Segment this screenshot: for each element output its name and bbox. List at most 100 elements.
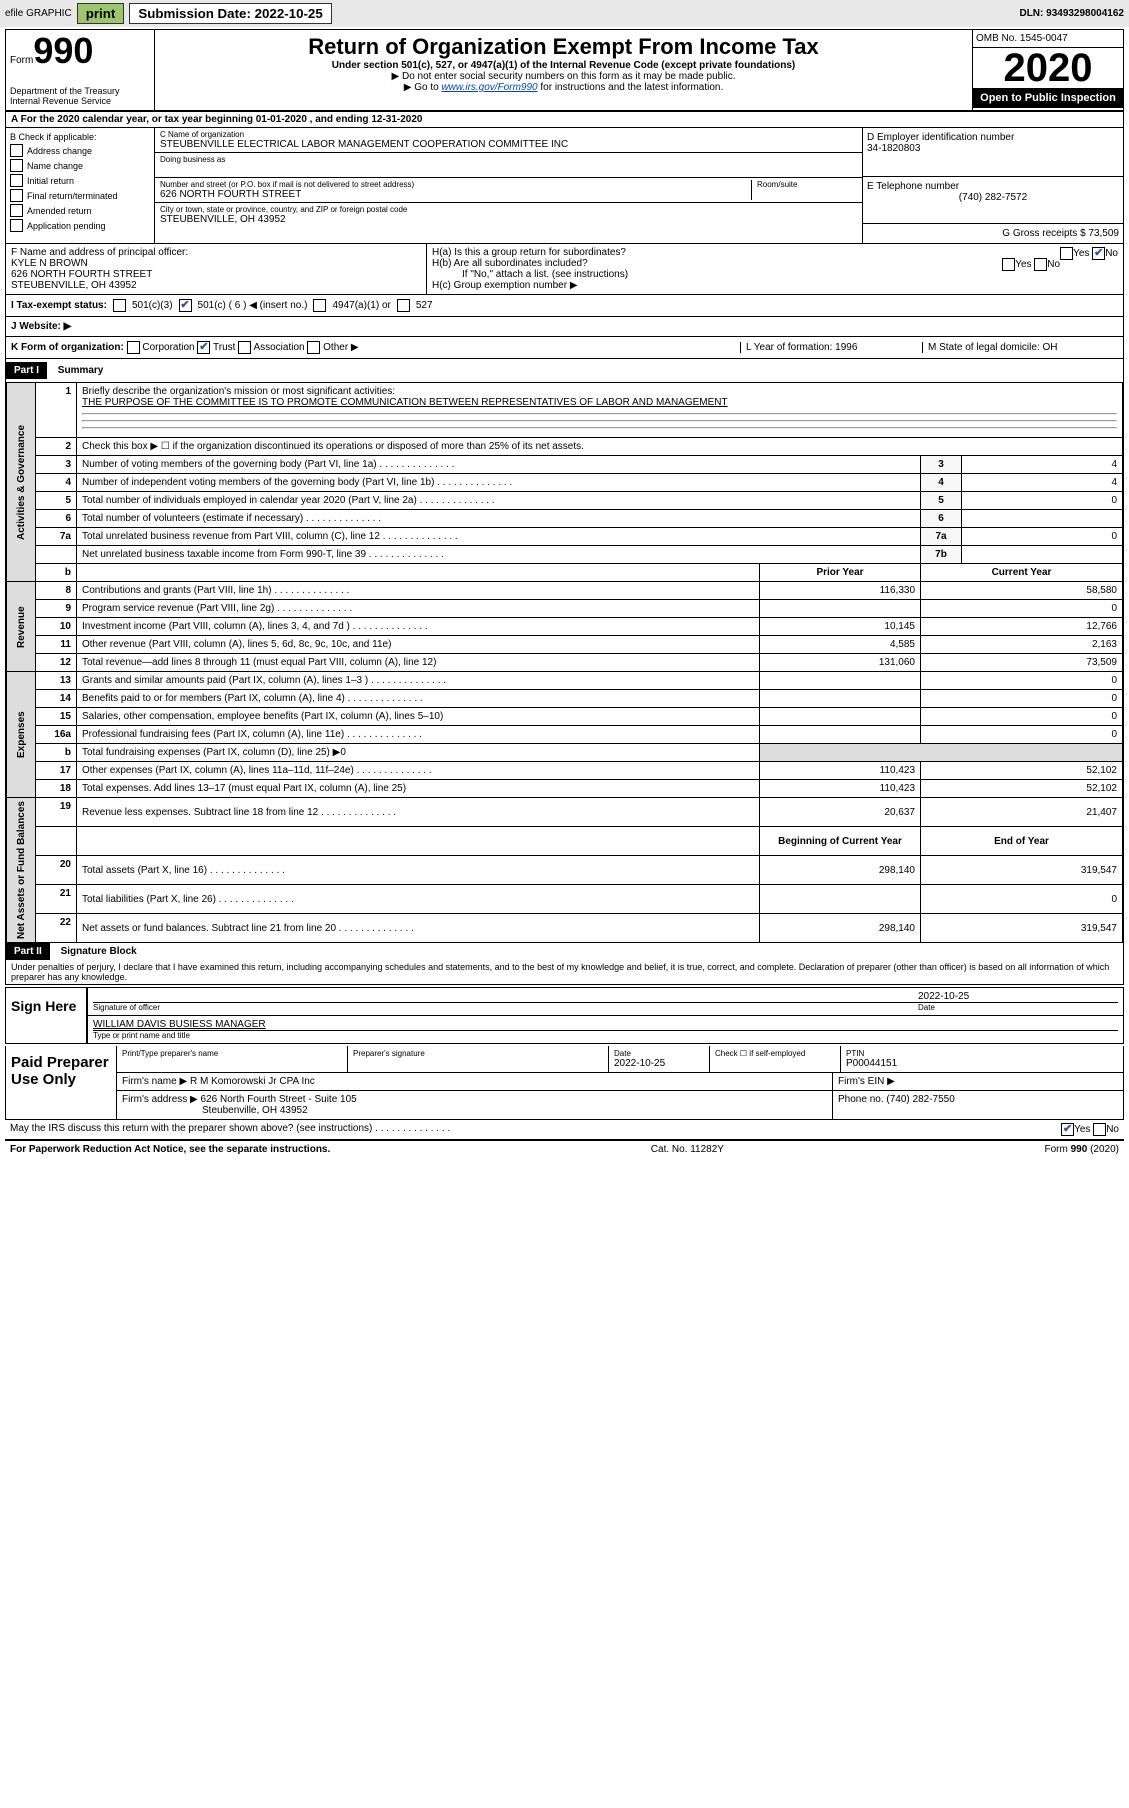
check-self: Check ☐ if self-employed bbox=[715, 1049, 835, 1058]
col-b: B Check if applicable: Address change Na… bbox=[6, 128, 155, 243]
l3-val: 4 bbox=[962, 456, 1123, 474]
l17-prior: 110,423 bbox=[760, 762, 921, 780]
print-button[interactable]: print bbox=[77, 3, 125, 24]
l15-curr: 0 bbox=[921, 708, 1123, 726]
cb-discuss-yes[interactable] bbox=[1061, 1123, 1074, 1136]
form990-link[interactable]: www.irs.gov/Form990 bbox=[441, 82, 537, 93]
vlabel-activities: Activities & Governance bbox=[7, 383, 36, 582]
l8-desc: Contributions and grants (Part VIII, lin… bbox=[77, 582, 760, 600]
vlabel-revenue: Revenue bbox=[7, 582, 36, 672]
l10-desc: Investment income (Part VIII, column (A)… bbox=[77, 618, 760, 636]
l21-prior bbox=[760, 885, 921, 914]
l1-desc: Briefly describe the organization's miss… bbox=[82, 386, 395, 397]
f-label: F Name and address of principal officer: bbox=[11, 247, 421, 258]
website-row: J Website: ▶ bbox=[6, 316, 1123, 336]
hdr-spacer bbox=[77, 564, 760, 582]
l13-desc: Grants and similar amounts paid (Part IX… bbox=[77, 672, 760, 690]
f-addr2: STEUBENVILLE, OH 43952 bbox=[11, 280, 421, 291]
hb-text: H(b) Are all subordinates included? bbox=[432, 258, 588, 269]
dept-treasury: Department of the Treasury bbox=[10, 86, 150, 96]
l17-num: 17 bbox=[36, 762, 77, 780]
part1-label: Part I bbox=[6, 362, 47, 379]
cb-corp[interactable] bbox=[127, 341, 140, 354]
l7a-box: 7a bbox=[921, 528, 962, 546]
l17-desc: Other expenses (Part IX, column (A), lin… bbox=[77, 762, 760, 780]
efile-label: efile GRAPHIC bbox=[5, 8, 72, 19]
l16b-num: b bbox=[36, 744, 77, 762]
k-row: K Form of organization: Corporation Trus… bbox=[6, 336, 1123, 358]
ha-text: H(a) Is this a group return for subordin… bbox=[432, 247, 626, 258]
cb-501c6[interactable] bbox=[179, 299, 192, 312]
phone-label: Phone no. bbox=[838, 1094, 884, 1105]
cb-501c3[interactable] bbox=[113, 299, 126, 312]
firm-addr2: Steubenville, OH 43952 bbox=[122, 1105, 308, 1116]
f-addr1: 626 NORTH FOURTH STREET bbox=[11, 269, 421, 280]
sign-here-label: Sign Here bbox=[6, 988, 86, 1043]
te-opt2: 501(c) ( 6 ) ◀ (insert no.) bbox=[198, 300, 308, 311]
submission-date-button[interactable]: Submission Date: 2022-10-25 bbox=[129, 3, 331, 24]
l2-desc: Check this box ▶ ☐ if the organization d… bbox=[77, 438, 1123, 456]
tax-exempt-row: I Tax-exempt status: 501(c)(3) 501(c) ( … bbox=[6, 294, 1123, 316]
hdr-beg: Beginning of Current Year bbox=[760, 827, 921, 856]
cb-name-change[interactable]: Name change bbox=[10, 159, 150, 172]
discuss-yesno: Yes No bbox=[1061, 1123, 1119, 1136]
cb-other[interactable] bbox=[307, 341, 320, 354]
cb-assoc[interactable] bbox=[238, 341, 251, 354]
col-cd: C Name of organization STEUBENVILLE ELEC… bbox=[155, 128, 863, 243]
part2-title: Signature Block bbox=[53, 946, 137, 957]
city-cell: City or town, state or province, country… bbox=[155, 203, 862, 227]
l14-curr: 0 bbox=[921, 690, 1123, 708]
prep-content: Print/Type preparer's name Preparer's si… bbox=[116, 1046, 1123, 1119]
prep-sig-label: Preparer's signature bbox=[353, 1049, 603, 1058]
l7b-val bbox=[962, 546, 1123, 564]
l20-prior: 298,140 bbox=[760, 856, 921, 885]
website-label: J Website: ▶ bbox=[11, 321, 71, 332]
l11-curr: 2,163 bbox=[921, 636, 1123, 654]
l6-val bbox=[962, 510, 1123, 528]
l16a-prior bbox=[760, 726, 921, 744]
l16b-desc: Total fundraising expenses (Part IX, col… bbox=[77, 744, 760, 762]
firm-addr-label: Firm's address ▶ bbox=[122, 1094, 198, 1105]
inst2-post: for instructions and the latest informat… bbox=[538, 82, 724, 93]
l6-desc: Total number of volunteers (estimate if … bbox=[77, 510, 921, 528]
l1-text: THE PURPOSE OF THE COMMITTEE IS TO PROMO… bbox=[82, 397, 728, 408]
l9-num: 9 bbox=[36, 600, 77, 618]
line-a-text: A For the 2020 calendar year, or tax yea… bbox=[11, 114, 422, 125]
l7a-desc: Total unrelated business revenue from Pa… bbox=[77, 528, 921, 546]
form-container: Form990 Department of the Treasury Inter… bbox=[5, 29, 1124, 985]
print-name-label: Print/Type preparer's name bbox=[122, 1049, 342, 1058]
cb-discuss-no[interactable] bbox=[1093, 1123, 1106, 1136]
cb-527[interactable] bbox=[397, 299, 410, 312]
f-box: F Name and address of principal officer:… bbox=[6, 244, 427, 294]
cb-final-return[interactable]: Final return/terminated bbox=[10, 189, 150, 202]
prep-date-val: 2022-10-25 bbox=[614, 1058, 704, 1069]
ein-cell: D Employer identification number 34-1820… bbox=[863, 128, 1123, 177]
form-subtitle: Under section 501(c), 527, or 4947(a)(1)… bbox=[159, 60, 968, 71]
instruction-1: ▶ Do not enter social security numbers o… bbox=[159, 71, 968, 82]
sig-officer-cell: Signature of officer bbox=[93, 991, 918, 1012]
cb-initial-return[interactable]: Initial return bbox=[10, 174, 150, 187]
dba-label: Doing business as bbox=[160, 155, 857, 164]
tel-cell: E Telephone number (740) 282-7572 bbox=[863, 177, 1123, 224]
paperwork-text: For Paperwork Reduction Act Notice, see … bbox=[10, 1144, 330, 1155]
cb-trust[interactable] bbox=[197, 341, 210, 354]
prep-row3: Firm's address ▶ 626 North Fourth Street… bbox=[117, 1091, 1123, 1119]
l4-desc: Number of independent voting members of … bbox=[77, 474, 921, 492]
paid-preparer-label: Paid Preparer Use Only bbox=[6, 1046, 116, 1119]
perjury-text: Under penalties of perjury, I declare th… bbox=[6, 960, 1123, 984]
l15-desc: Salaries, other compensation, employee b… bbox=[77, 708, 760, 726]
l13-prior bbox=[760, 672, 921, 690]
instruction-2: ▶ Go to www.irs.gov/Form990 for instruct… bbox=[159, 82, 968, 93]
l14-desc: Benefits paid to or for members (Part IX… bbox=[77, 690, 760, 708]
l1-num: 1 bbox=[36, 383, 77, 438]
cb-address-change[interactable]: Address change bbox=[10, 144, 150, 157]
l20-num: 20 bbox=[36, 856, 77, 885]
cb-app-pending[interactable]: Application pending bbox=[10, 219, 150, 232]
cb-amended[interactable]: Amended return bbox=[10, 204, 150, 217]
sign-block: Sign Here Signature of officer 2022-10-2… bbox=[5, 987, 1124, 1044]
l14-prior bbox=[760, 690, 921, 708]
cb-4947[interactable] bbox=[313, 299, 326, 312]
paid-preparer-block: Paid Preparer Use Only Print/Type prepar… bbox=[5, 1046, 1124, 1120]
l9-curr: 0 bbox=[921, 600, 1123, 618]
firm-name-label: Firm's name ▶ bbox=[122, 1076, 187, 1087]
